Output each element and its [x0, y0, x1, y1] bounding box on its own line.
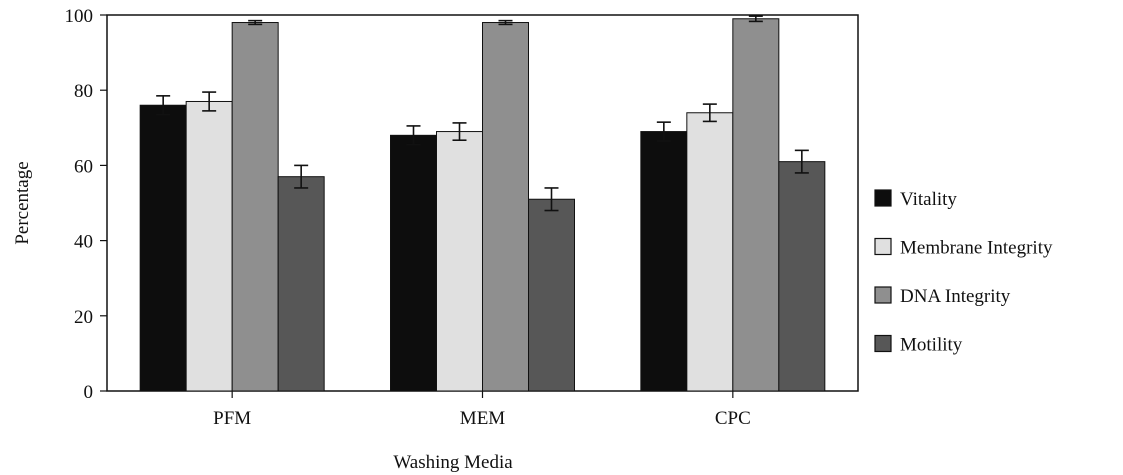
bar-motility [528, 198, 575, 392]
bar-vitality [390, 134, 437, 392]
bar-dna-integrity [732, 18, 780, 392]
bar-motility [778, 161, 826, 392]
bar-membrane-integrity [436, 131, 483, 392]
legend-label: Vitality [900, 189, 957, 210]
legend-label: Membrane Integrity [900, 238, 1053, 259]
bar-dna-integrity [482, 22, 529, 392]
y-tick-label: 20 [74, 307, 93, 328]
y-tick-label: 100 [65, 6, 94, 27]
y-axis-title: Percentage [12, 161, 33, 244]
bar-vitality [139, 104, 187, 392]
legend-label: DNA Integrity [900, 286, 1011, 307]
x-tick-label: PFM [213, 408, 251, 429]
y-tick-label: 40 [74, 232, 93, 253]
bar-motility [277, 176, 325, 392]
bar-membrane-integrity [185, 100, 233, 392]
bar-dna-integrity [231, 22, 279, 392]
y-tick-label: 60 [74, 156, 93, 177]
bar-vitality [640, 131, 688, 392]
x-axis-title: Washing Media [393, 452, 513, 473]
legend-swatch-dna-integrity [874, 286, 892, 304]
legend-label: Motility [900, 335, 963, 356]
legend-swatch-motility [874, 334, 892, 353]
bar-membrane-integrity [686, 112, 734, 392]
bars [139, 18, 826, 392]
legend-swatch-membrane-integrity [874, 237, 892, 256]
legend-swatch-vitality [874, 189, 892, 207]
error-bars [156, 15, 809, 212]
x-tick-label: MEM [460, 408, 506, 429]
y-axis: 0 20 40 60 80 100 [65, 6, 107, 403]
x-tick-label: CPC [715, 408, 751, 429]
legend: Vitality Membrane Integrity DNA Integrity M… [874, 189, 1053, 356]
y-tick-label: 0 [84, 382, 94, 403]
y-tick-label: 80 [74, 81, 93, 102]
x-axis: PFM MEM CPC [213, 391, 751, 429]
